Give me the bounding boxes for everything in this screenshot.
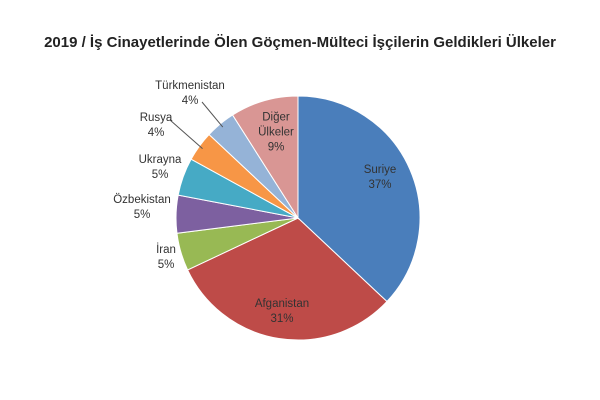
category-label: Diğer Ülkeler	[258, 111, 294, 139]
data-label: İran 5%	[136, 243, 196, 273]
value-label: 9%	[267, 141, 285, 154]
value-label: 5%	[151, 169, 169, 181]
value-label: 31%	[270, 313, 294, 325]
data-label: Diğer Ülkeler 9%	[251, 111, 301, 156]
pie-slice	[297, 95, 421, 303]
data-label: Türkmenistan 4%	[145, 79, 235, 109]
category-label: Rusya	[139, 112, 173, 124]
data-label: Afganistan 31%	[242, 297, 322, 327]
leader-line	[169, 119, 203, 150]
category-label: Türkmenistan	[155, 80, 225, 92]
pie-slice	[186, 217, 388, 341]
value-label: 5%	[157, 259, 175, 271]
category-label: Özbekistan	[113, 194, 171, 206]
category-label: Suriye	[363, 164, 397, 176]
category-label: İran	[156, 244, 176, 256]
value-label: 37%	[368, 179, 392, 191]
data-label: Özbekistan 5%	[102, 193, 182, 223]
value-label: 4%	[147, 127, 165, 139]
value-label: 5%	[133, 209, 151, 221]
pie-slice	[231, 95, 299, 220]
category-label: Afganistan	[254, 298, 310, 310]
data-label: Ukrayna 5%	[130, 153, 190, 183]
value-label: 4%	[181, 95, 199, 107]
data-label: Rusya 4%	[131, 111, 181, 141]
data-label: Suriye 37%	[350, 163, 410, 193]
leader-line	[201, 101, 224, 128]
category-label: Ukrayna	[138, 154, 182, 166]
chart-title: 2019 / İş Cinayetlerinde Ölen Göçmen-Mül…	[44, 34, 556, 51]
